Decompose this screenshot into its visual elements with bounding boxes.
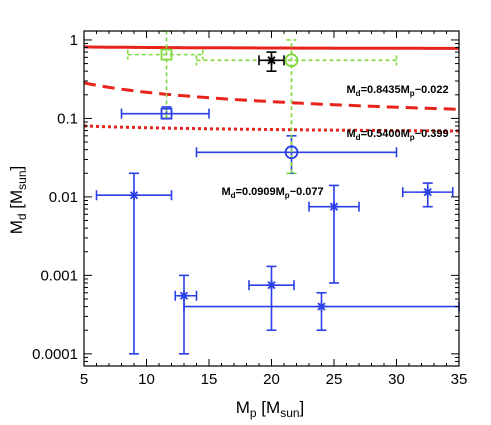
data-point-2 (179, 290, 189, 301)
y-tick-label: 0.01 (49, 189, 78, 206)
y-tick-label: 0.0001 (32, 346, 78, 363)
data-point-6 (422, 187, 433, 198)
fit-line-3 (84, 124, 459, 133)
x-tick-label: 20 (263, 371, 280, 388)
y-tick-label: 0.1 (57, 110, 78, 127)
data-point-4 (316, 301, 327, 312)
data-point-10 (284, 53, 299, 68)
markers-layer (129, 48, 433, 312)
data-point-9 (160, 48, 173, 61)
y-tick-label: 0.001 (40, 267, 78, 284)
data-point-3 (266, 280, 277, 291)
data-point-11 (266, 55, 277, 66)
y-tick-label: 1 (70, 32, 78, 49)
x-axis-label: Mp [Msun] (236, 398, 305, 420)
x-tick-label: 5 (80, 371, 88, 388)
y-axis-label: Md [Msun] (7, 166, 29, 235)
fit-annotations-layer: Md=0.8435Mp−0.022 Md=0.5400Mp−0.399 Md=0.0… (222, 84, 449, 200)
data-point-8 (284, 145, 299, 160)
fit-lines-layer (84, 45, 459, 133)
fit-line-1 (84, 45, 459, 50)
x-tick-label: 15 (201, 371, 218, 388)
x-tick-label: 25 (326, 371, 343, 388)
x-tick-label: 10 (138, 371, 155, 388)
fit-label-1: Md=0.8435Mp−0.022 (347, 84, 449, 98)
marker-square (160, 48, 173, 61)
x-tick-label: 30 (388, 371, 405, 388)
data-point-5 (329, 201, 339, 212)
data-point-7 (160, 107, 173, 120)
fit-label-2: Md=0.5400Mp−0.399 (347, 128, 449, 142)
data-point-1 (129, 190, 139, 201)
fit-label-3: Md=0.0909Mp−0.077 (222, 186, 324, 200)
error-bar-10 (195, 39, 398, 175)
marker-circle (284, 53, 299, 68)
marker-circle (284, 145, 299, 160)
x-tick-label: 35 (451, 371, 468, 388)
ticks-layer: 5 10 15 20 25 30 35 0.0001 0.001 0.01 0.1 1 (32, 31, 467, 388)
marker-square (160, 107, 173, 120)
fit-line-2 (84, 81, 459, 111)
error-bar-2 (174, 274, 198, 355)
